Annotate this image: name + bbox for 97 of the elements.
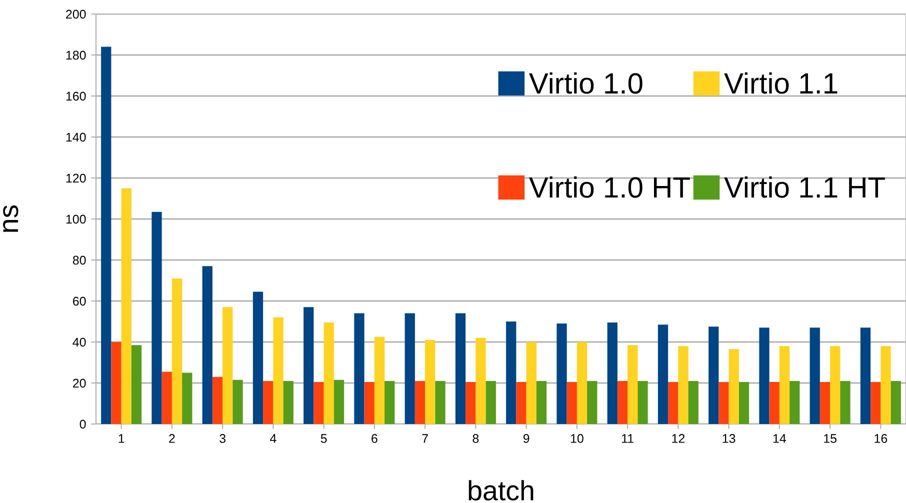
bar: [576, 342, 588, 424]
x-axis-title: batch: [468, 480, 534, 500]
x-tick-label: 6: [372, 434, 378, 443]
legend-label: Virtio 1.1 HT: [724, 176, 885, 198]
x-tick-label: 2: [169, 434, 175, 443]
bar: [232, 380, 243, 424]
bar: [810, 328, 820, 424]
bar: [364, 382, 374, 424]
bar: [384, 380, 395, 424]
bar: [152, 212, 162, 424]
bar: [111, 342, 122, 424]
bar: [466, 382, 476, 424]
bar: [283, 380, 294, 424]
bar: [607, 322, 618, 424]
x-tick-label: 4: [270, 434, 276, 443]
bar: [840, 380, 850, 424]
y-tick-label: 0: [80, 420, 86, 429]
legend-label: Virtio 1.1: [724, 72, 838, 94]
y-tick-label: 40: [72, 338, 86, 347]
bar: [314, 382, 324, 424]
bar: [455, 313, 466, 424]
bar: [212, 376, 223, 424]
bar: [638, 380, 648, 424]
bar: [779, 346, 790, 424]
bar: [820, 382, 830, 424]
bar: [101, 46, 112, 424]
x-tick-label: 11: [622, 434, 634, 443]
bar: [678, 346, 688, 424]
bar: [628, 345, 638, 424]
bar: [425, 340, 436, 424]
legend-label: Virtio 1.0 HT: [529, 176, 690, 198]
legend-label: Virtio 1.0: [529, 72, 642, 94]
bar: [121, 188, 132, 424]
bar: [566, 382, 577, 424]
bar: [486, 380, 496, 424]
bar: [222, 307, 233, 424]
bar: [860, 328, 871, 424]
x-tick-label: 10: [570, 434, 584, 443]
bar: [790, 380, 800, 424]
bar: [728, 349, 739, 424]
y-tick-label: 180: [66, 50, 86, 60]
y-axis-title: ns: [3, 205, 18, 232]
bar: [324, 322, 334, 424]
bar: [668, 382, 678, 424]
x-tick-label: 13: [722, 434, 736, 443]
bar: [334, 380, 344, 424]
y-tick-label: 60: [73, 296, 86, 306]
bar: [516, 382, 526, 424]
bar: [162, 372, 172, 424]
bar: [759, 328, 770, 424]
bar: [476, 338, 486, 424]
y-tick-label: 20: [73, 378, 86, 388]
bar: [182, 372, 192, 424]
x-tick-label: 8: [472, 434, 479, 443]
bar: [738, 382, 750, 424]
y-tick-label: 140: [66, 132, 86, 142]
x-tick-label: 9: [523, 434, 530, 443]
bar: [617, 380, 628, 424]
x-tick-label: 1: [118, 434, 124, 443]
bar: [414, 380, 426, 424]
bar: [304, 307, 314, 424]
bar: [870, 382, 881, 424]
bar: [830, 346, 840, 424]
bar: [172, 278, 182, 424]
x-tick-label: 12: [672, 434, 685, 443]
x-tick-label: 3: [220, 434, 226, 443]
y-tick-label: 80: [72, 256, 86, 265]
bar: [708, 326, 719, 424]
bar: [252, 292, 264, 424]
bar: [202, 266, 212, 424]
bar: [435, 380, 446, 424]
x-tick-label: 16: [874, 434, 888, 443]
bar: [273, 317, 284, 424]
bar: [688, 380, 698, 424]
bar: [556, 324, 567, 424]
y-tick-label: 200: [66, 10, 86, 19]
bar: [506, 322, 516, 424]
bar: [536, 380, 547, 424]
bar: [658, 324, 668, 424]
bar: [131, 345, 142, 424]
y-tick-label: 100: [66, 214, 86, 224]
bar: [374, 336, 385, 424]
bar: [354, 313, 364, 424]
y-tick-label: 160: [66, 92, 86, 101]
x-tick-label: 15: [824, 434, 836, 443]
x-tick-label: 14: [773, 434, 786, 443]
bar: [769, 382, 780, 424]
x-tick-label: 5: [320, 434, 327, 443]
bar: [404, 313, 415, 424]
bar: [263, 380, 274, 424]
bar: [526, 342, 536, 424]
bar: [718, 382, 729, 424]
x-tick-label: 7: [422, 434, 428, 443]
y-tick-label: 120: [66, 174, 86, 183]
bar: [587, 380, 598, 424]
bar: [880, 346, 891, 424]
bar: [890, 380, 901, 424]
